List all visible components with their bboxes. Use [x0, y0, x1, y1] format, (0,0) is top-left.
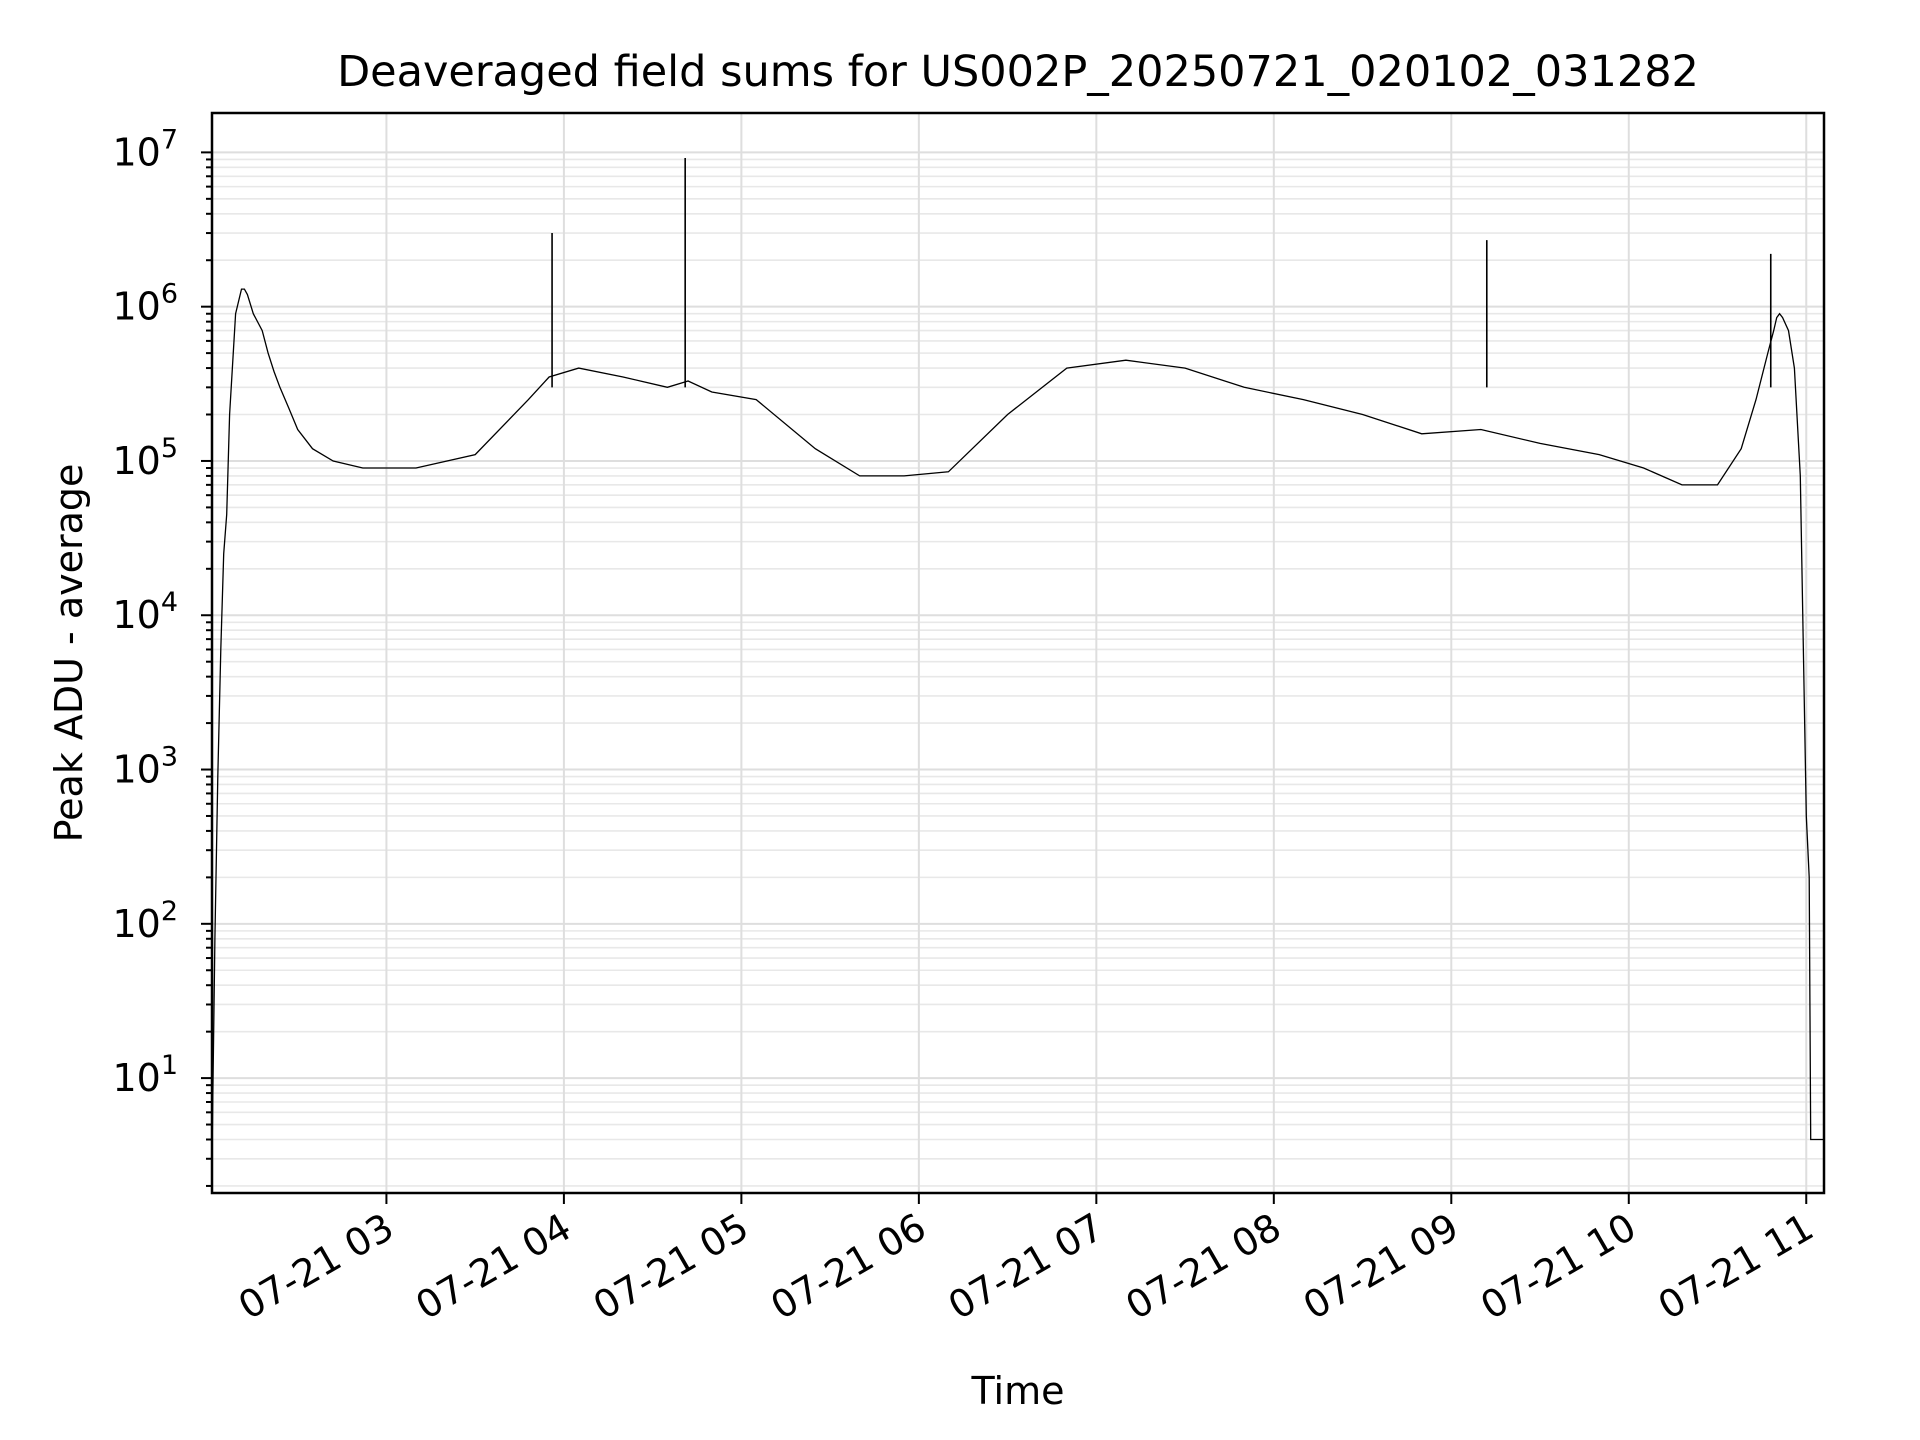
series-line-peak-adu [211, 288, 1824, 1159]
x-axis-label: Time [971, 1369, 1065, 1413]
y-tick-label: 107 [112, 124, 178, 174]
y-tick-label: 102 [112, 896, 178, 946]
y-tick-label: 106 [112, 279, 178, 329]
y-tick-labels: 101 102 103 104 105 106 107 [112, 124, 178, 1100]
y-tick-label: 104 [112, 587, 178, 637]
y-axis-label: Peak ADU - average [47, 464, 91, 843]
y-tick-label: 101 [112, 1050, 178, 1100]
y-tick-label: 103 [112, 742, 178, 792]
chart-title: Deaveraged field sums for US002P_2025072… [337, 47, 1699, 97]
spike-lines [551, 157, 1772, 388]
y-tick-label: 105 [112, 433, 178, 483]
grid [212, 113, 1824, 1193]
plot-frame [210, 111, 1826, 1195]
axis-ticks [201, 151, 1808, 1204]
